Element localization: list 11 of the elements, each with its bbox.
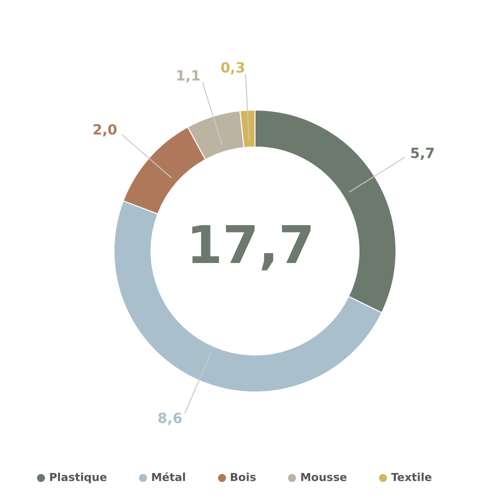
legend-label: Textile	[391, 471, 432, 484]
data-label: 0,3	[220, 60, 246, 76]
legend-label: Mousse	[300, 471, 348, 484]
data-label: 5,7	[410, 146, 435, 162]
legend-label: Métal	[151, 471, 186, 484]
legend-label: Plastique	[49, 471, 108, 484]
data-label: 1,1	[176, 68, 201, 84]
legend-label: Bois	[230, 471, 256, 484]
data-label: 2,0	[92, 122, 118, 138]
data-label: 8,6	[158, 410, 182, 427]
text: 17,7	[185, 215, 316, 278]
